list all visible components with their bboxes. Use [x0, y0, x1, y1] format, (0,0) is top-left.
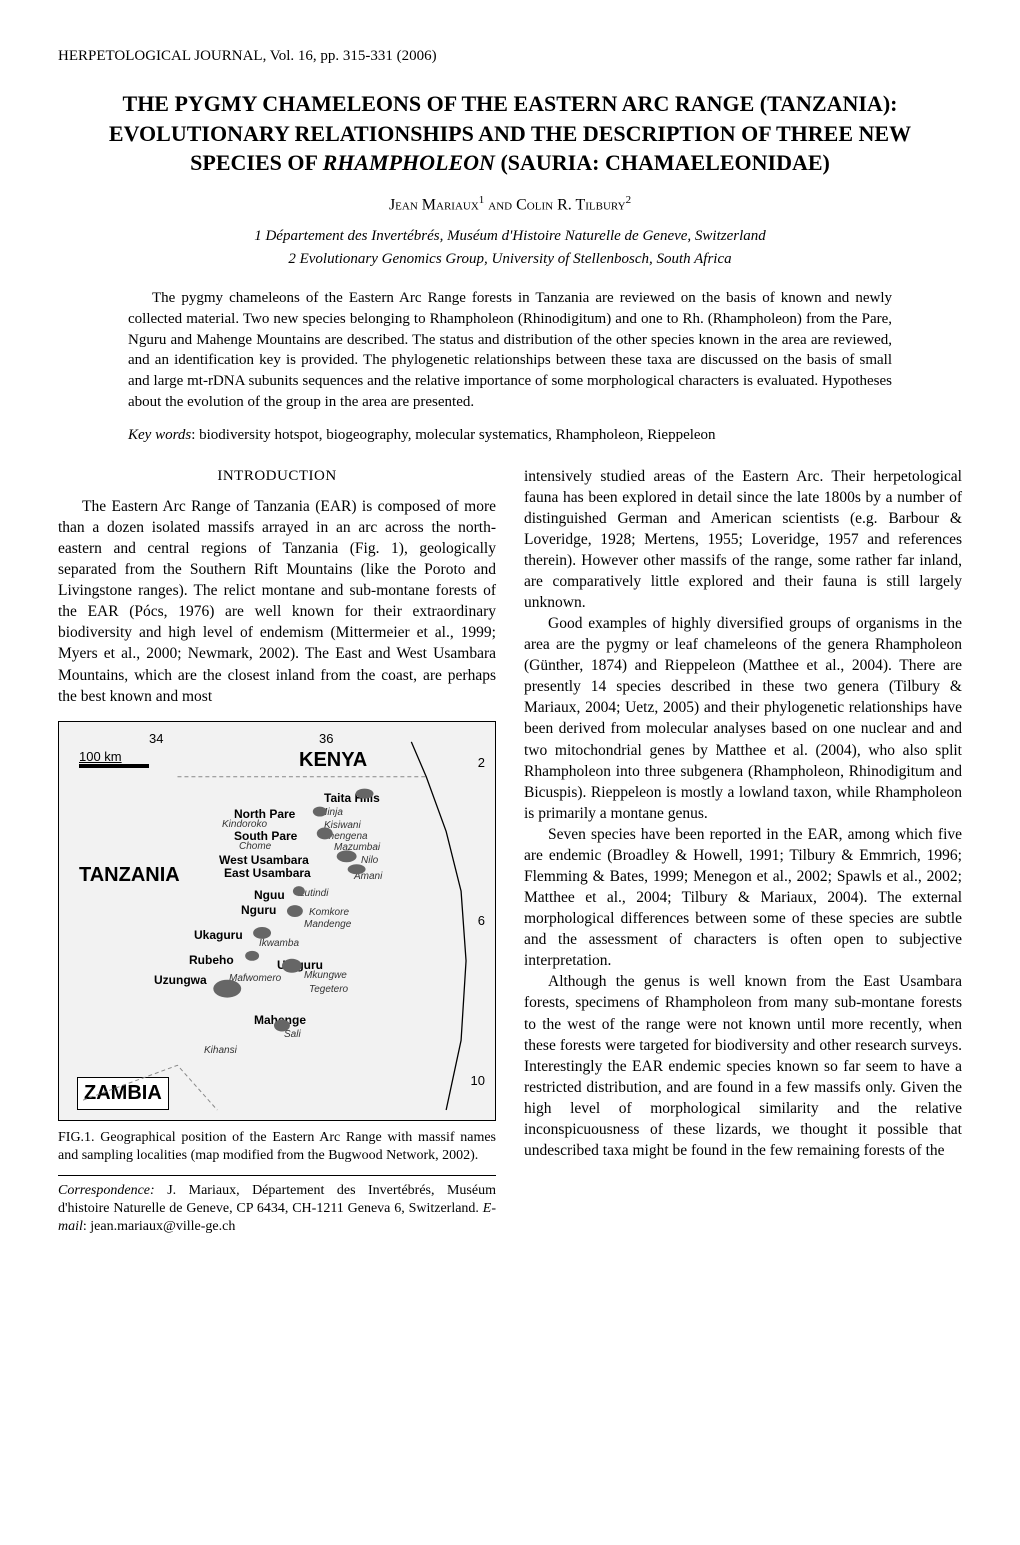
right-para-2: Good examples of highly diversified grou… — [524, 613, 962, 824]
massif-shape — [253, 927, 271, 939]
paper-title: THE PYGMY CHAMELEONS OF THE EASTERN ARC … — [76, 89, 944, 178]
figure-1-caption: FIG.1. Geographical position of the East… — [58, 1129, 496, 1165]
affiliation-2: 2 Evolutionary Genomics Group, Universit… — [58, 251, 962, 268]
title-genus: RHAMPHOLEON — [323, 150, 495, 175]
intro-heading: INTRODUCTION — [58, 466, 496, 486]
figure-1-map: 34 36 2 6 10 100 km KENYA TANZANIA ZAMBI… — [58, 721, 496, 1121]
keywords-text: : biodiversity hotspot, biogeography, mo… — [191, 427, 715, 443]
author-1: Jean Mariaux — [389, 196, 479, 213]
massif-shape — [245, 951, 259, 961]
affiliation-1: 1 Département des Invertébrés, Muséum d'… — [58, 228, 962, 245]
massif-shape — [282, 958, 302, 972]
correspondence-rule — [58, 1175, 496, 1176]
right-para-1: intensively studied areas of the Eastern… — [524, 466, 962, 614]
massif-shape — [287, 905, 303, 917]
intro-para-1: The Eastern Arc Range of Tanzania (EAR) … — [58, 496, 496, 707]
left-column: INTRODUCTION The Eastern Arc Range of Ta… — [58, 466, 496, 1237]
massif-shape — [274, 1019, 290, 1031]
massif-shape — [348, 864, 366, 874]
author-and: and — [484, 196, 516, 213]
figure-1: 34 36 2 6 10 100 km KENYA TANZANIA ZAMBI… — [58, 721, 496, 1165]
map-svg — [59, 722, 495, 1120]
title-suffix: (SAURIA: CHAMAELEONIDAE) — [495, 150, 830, 175]
massif-shape — [213, 979, 241, 997]
coastline — [411, 742, 466, 1110]
body-columns: INTRODUCTION The Eastern Arc Range of Ta… — [58, 466, 962, 1237]
massif-shape — [337, 850, 357, 862]
massif-shape — [293, 886, 305, 896]
right-para-4: Although the genus is well known from th… — [524, 971, 962, 1161]
massif-shape — [317, 827, 333, 839]
author-2-sup: 2 — [626, 194, 632, 206]
authors-line: Jean Mariaux1 and Colin R. Tilbury2 — [58, 194, 962, 214]
massif-shape — [356, 788, 374, 798]
corr-label: Correspondence: — [58, 1183, 155, 1198]
journal-header: HERPETOLOGICAL JOURNAL, Vol. 16, pp. 315… — [58, 48, 962, 65]
author-2: Colin R. Tilbury — [516, 196, 625, 213]
zambia-border — [83, 1065, 217, 1110]
right-para-3: Seven species have been reported in the … — [524, 824, 962, 972]
massif-shape — [313, 806, 327, 816]
corr-email: : jean.mariaux@ville-ge.ch — [83, 1219, 235, 1234]
keywords: Key words: biodiversity hotspot, biogeog… — [128, 427, 892, 444]
abstract-text: The pygmy chameleons of the Eastern Arc … — [128, 288, 892, 412]
keywords-label: Key words — [128, 427, 191, 443]
right-column: intensively studied areas of the Eastern… — [524, 466, 962, 1237]
correspondence: Correspondence: J. Mariaux, Département … — [58, 1182, 496, 1237]
